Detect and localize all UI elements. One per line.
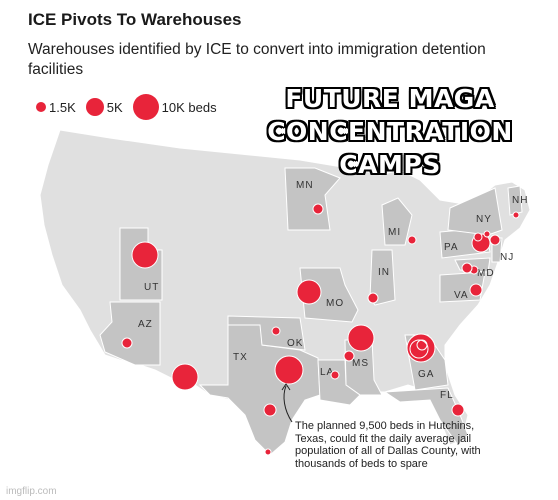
legend-label-5k: 5K xyxy=(106,99,123,115)
state-label-az: AZ xyxy=(138,319,153,330)
marker-indiana xyxy=(367,292,379,304)
state-shape-oklahoma xyxy=(227,315,306,351)
legend-label-10k: 10K beds xyxy=(161,99,217,115)
state-label-ut: UT xyxy=(144,282,159,293)
warehouse-markers xyxy=(121,203,520,456)
state-shape-florida xyxy=(383,387,469,446)
marker-ms-secondary xyxy=(343,350,355,362)
state-label-ga: GA xyxy=(418,369,434,380)
legend-dot-medium xyxy=(85,98,104,116)
marker-kansas-city-mo xyxy=(296,279,322,305)
legend-dot-small xyxy=(36,102,46,112)
marker-minneapolis-mn xyxy=(312,203,324,215)
marker-san-antonio-tx xyxy=(263,403,277,417)
state-label-pa: PA xyxy=(444,242,459,253)
marker-oklahoma-city-ok xyxy=(271,326,281,336)
state-shape-indiana xyxy=(369,249,396,306)
marker-south-texas xyxy=(264,448,272,456)
state-label-md: MD xyxy=(477,268,495,279)
annotation-arrowhead xyxy=(281,383,291,391)
state-label-ms: MS xyxy=(352,358,369,369)
state-label-tx: TX xyxy=(233,352,248,363)
size-legend: 1.5K 5K 10K beds xyxy=(36,92,227,122)
marker-new-york-upstate xyxy=(483,230,491,238)
legend-item-5k: 5K xyxy=(85,98,123,116)
marker-new-hampshire xyxy=(512,211,520,219)
meme-caption-line-2: CONCENTRATION CAMPS xyxy=(267,117,513,179)
imgflip-watermark: imgflip.com xyxy=(6,486,57,497)
marker-el-paso-tx xyxy=(171,363,199,391)
chart-title: ICE Pivots To Warehouses xyxy=(28,10,242,29)
meme-caption: FUTURE MAGA CONCENTRATION CAMPS xyxy=(222,82,558,181)
marker-new-jersey xyxy=(489,234,501,246)
annotation-arrow xyxy=(283,385,293,423)
state-shape-louisiana xyxy=(317,359,361,406)
state-label-ok: OK xyxy=(287,338,303,349)
state-label-mn: MN xyxy=(296,180,314,191)
state-label-nh: NH xyxy=(512,195,528,206)
state-shape-new-hampshire xyxy=(507,185,523,216)
state-label-fl: FL xyxy=(440,390,454,401)
marker-salt-lake-city-ut xyxy=(131,241,159,269)
legend-label-1-5k: 1.5K xyxy=(49,99,76,115)
legend-dot-large xyxy=(132,94,159,120)
marker-hutchins-tx xyxy=(274,355,304,385)
marker-georgia-secondary xyxy=(416,339,428,351)
state-shape-arizona xyxy=(99,301,161,366)
marker-florida xyxy=(451,403,465,417)
marker-new-york-city xyxy=(473,232,483,242)
state-shape-michigan xyxy=(381,197,413,246)
state-label-mi: MI xyxy=(388,227,401,238)
state-shape-minnesota xyxy=(284,167,341,231)
state-label-va: VA xyxy=(454,290,469,301)
chart-subtitle: Warehouses identified by ICE to convert … xyxy=(28,41,486,78)
marker-louisiana xyxy=(330,370,340,380)
state-label-la: LA xyxy=(320,367,334,378)
state-label-mo: MO xyxy=(326,298,344,309)
legend-item-1-5k: 1.5K xyxy=(36,100,76,115)
marker-phoenix-az xyxy=(121,337,133,349)
state-label-in: IN xyxy=(378,267,390,278)
state-label-ny: NY xyxy=(476,214,492,225)
marker-virginia xyxy=(469,283,483,297)
state-shape-new-york xyxy=(447,187,503,236)
marker-michigan xyxy=(407,235,417,245)
legend-item-10k: 10K beds xyxy=(132,94,217,120)
marker-memphis-ms xyxy=(347,324,375,352)
meme-caption-line-1: FUTURE MAGA xyxy=(285,84,495,113)
marker-harrisburg-pa xyxy=(461,262,473,274)
marker-georgia-ring xyxy=(409,339,429,359)
hutchins-annotation: The planned 9,500 beds in Hutchins, Texa… xyxy=(295,420,481,470)
state-label-nj: NJ xyxy=(500,252,514,263)
